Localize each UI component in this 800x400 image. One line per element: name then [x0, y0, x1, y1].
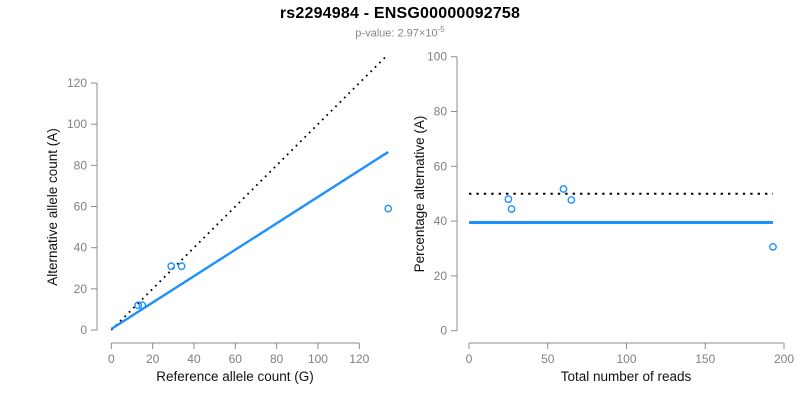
- data-point: [134, 301, 143, 310]
- data-point: [567, 196, 576, 204]
- data-point: [559, 185, 568, 193]
- data-point: [384, 204, 393, 213]
- y-tick-label: 60: [74, 200, 88, 214]
- figure-title: rs2294984 - ENSG00000092758: [279, 5, 521, 22]
- pvalue-exponent: -5: [437, 25, 445, 34]
- data-points: [504, 185, 777, 251]
- x-tick-label: 150: [695, 352, 715, 366]
- data-points: [134, 204, 393, 310]
- y-tick-label: 80: [434, 105, 448, 119]
- y-tick-label: 100: [427, 50, 447, 64]
- percentage-reads-scatter-plot: Total number of reads Percentage alterna…: [412, 50, 794, 384]
- data-point: [177, 262, 186, 271]
- x-tick-label: 100: [616, 352, 636, 366]
- pvalue-text: p-value: 2.97×10: [355, 27, 438, 40]
- x-tick-label: 60: [229, 352, 243, 366]
- y-tick-label: 80: [74, 158, 88, 172]
- y-tick-label: 20: [434, 269, 448, 283]
- axes: 0 20 40 60 80 100 120 0 20 40 60 80 100 120: [67, 76, 370, 366]
- data-point: [167, 262, 176, 271]
- y-axis-label: Percentage alternative (A): [412, 116, 427, 273]
- x-tick-label: 50: [541, 352, 555, 366]
- y-tick-label: 20: [74, 282, 88, 296]
- y-tick-label: 60: [434, 159, 448, 173]
- y-tick-label: 40: [434, 214, 448, 228]
- reference-lines: [110, 54, 389, 331]
- reference-lines: [469, 192, 773, 224]
- y-tick-label: 120: [67, 76, 87, 90]
- x-tick-label: 20: [146, 352, 160, 366]
- x-tick-label: 40: [187, 352, 201, 366]
- y-axis-label: Alternative allele count (A): [45, 128, 60, 286]
- y-tick-label: 100: [67, 117, 87, 131]
- data-point: [507, 205, 516, 213]
- pvalue-subtitle: p-value: 2.97×10-5: [0, 25, 800, 40]
- x-tick-label: 0: [108, 352, 115, 366]
- y-tick-label: 0: [80, 323, 87, 337]
- x-axis-label: Reference allele count (G): [156, 369, 314, 384]
- data-point: [504, 195, 513, 204]
- x-tick-label: 200: [774, 352, 794, 366]
- y-tick-label: 0: [440, 324, 447, 338]
- x-tick-label: 120: [349, 352, 369, 366]
- x-tick-label: 0: [466, 352, 473, 366]
- x-tick-label: 80: [270, 352, 284, 366]
- identity-line: [110, 54, 388, 331]
- axes: 0 50 100 150 200 0 20 40 60 80 100: [427, 50, 794, 366]
- x-tick-label: 100: [308, 352, 328, 366]
- y-tick-label: 40: [74, 241, 88, 255]
- allele-count-scatter-plot: Reference allele count (G) Alternative a…: [45, 54, 393, 384]
- data-point: [769, 242, 777, 251]
- fit-line: [110, 150, 389, 330]
- data-point: [138, 301, 147, 310]
- x-axis-label: Total number of reads: [561, 369, 692, 384]
